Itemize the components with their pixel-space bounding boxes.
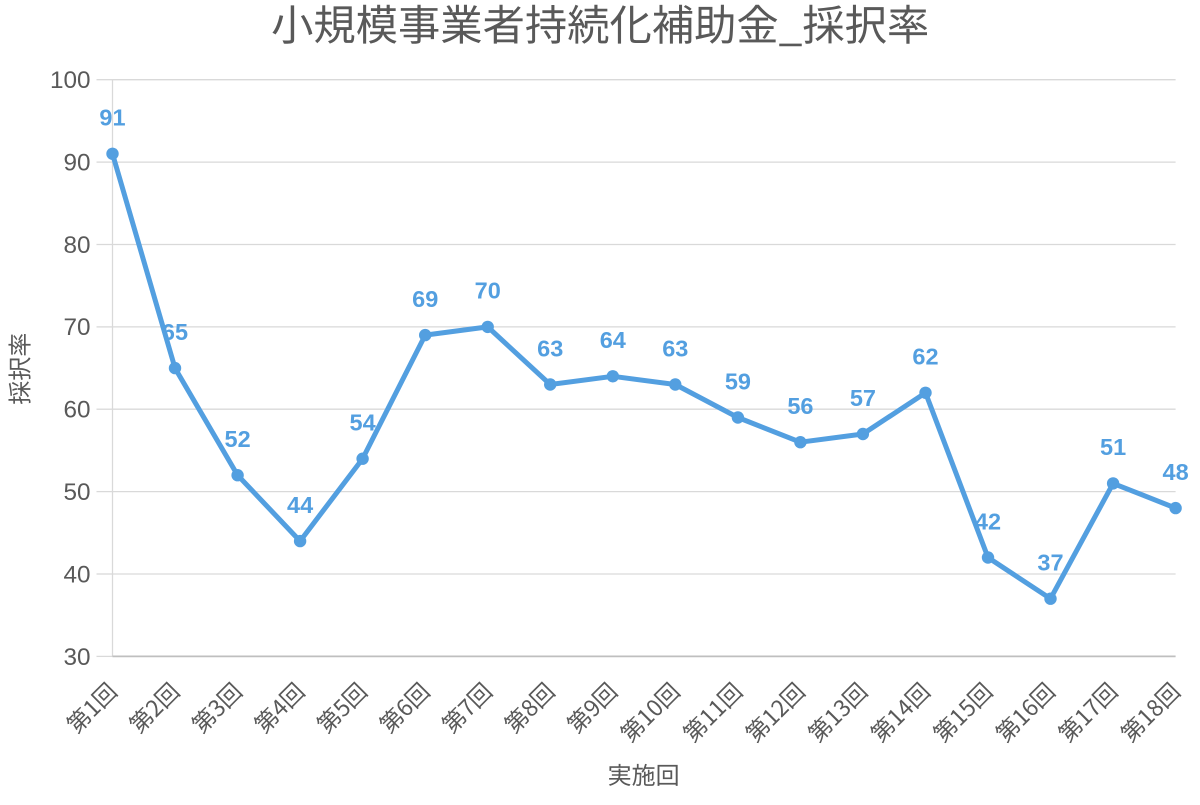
svg-text:69: 69 bbox=[412, 286, 438, 312]
svg-text:60: 60 bbox=[63, 397, 90, 424]
svg-text:70: 70 bbox=[475, 278, 501, 304]
svg-text:91: 91 bbox=[99, 105, 125, 131]
svg-text:50: 50 bbox=[63, 479, 90, 506]
svg-text:59: 59 bbox=[725, 368, 751, 394]
svg-text:70: 70 bbox=[63, 314, 90, 341]
svg-text:44: 44 bbox=[287, 492, 313, 518]
svg-text:56: 56 bbox=[787, 393, 813, 419]
svg-text:37: 37 bbox=[1037, 550, 1063, 576]
svg-text:80: 80 bbox=[63, 232, 90, 259]
svg-text:100: 100 bbox=[50, 67, 91, 94]
svg-text:52: 52 bbox=[225, 426, 251, 452]
svg-text:57: 57 bbox=[850, 385, 876, 411]
svg-text:40: 40 bbox=[63, 561, 90, 588]
svg-text:62: 62 bbox=[912, 344, 938, 370]
svg-text:30: 30 bbox=[63, 644, 90, 671]
svg-text:63: 63 bbox=[662, 335, 688, 361]
svg-text:54: 54 bbox=[350, 410, 376, 436]
svg-text:65: 65 bbox=[162, 319, 188, 345]
svg-text:48: 48 bbox=[1163, 459, 1189, 485]
svg-text:63: 63 bbox=[537, 335, 563, 361]
svg-text:64: 64 bbox=[600, 327, 626, 353]
svg-text:42: 42 bbox=[975, 508, 1001, 534]
svg-text:90: 90 bbox=[63, 149, 90, 176]
svg-text:51: 51 bbox=[1100, 434, 1126, 460]
